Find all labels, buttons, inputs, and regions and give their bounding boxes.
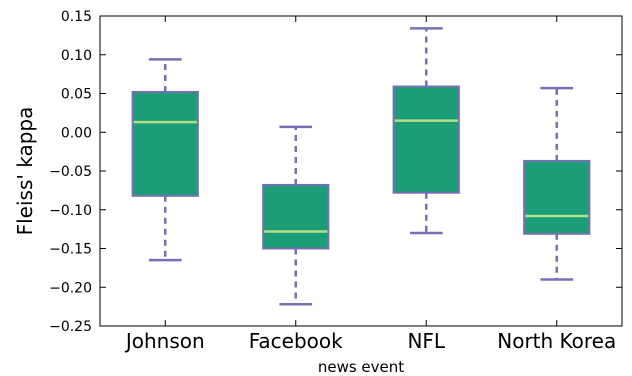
y-tick-label: −0.05 xyxy=(49,164,92,180)
y-tick-label: −0.25 xyxy=(49,319,92,335)
x-tick-label: North Korea xyxy=(497,329,616,353)
box-iqr xyxy=(523,159,591,235)
box-johnson xyxy=(131,58,199,262)
y-tick-label: −0.10 xyxy=(49,203,92,219)
y-tick-label: 0.15 xyxy=(61,9,92,25)
boxes-layer xyxy=(131,27,591,306)
y-axis-title: Fleiss' kappa xyxy=(13,107,37,236)
y-tick-label: 0.05 xyxy=(61,87,92,103)
box-iqr xyxy=(392,85,460,194)
box-north-korea xyxy=(523,86,591,281)
y-tick-label: −0.15 xyxy=(49,242,92,258)
box-iqr xyxy=(131,90,199,197)
x-tick-label: Johnson xyxy=(124,329,205,353)
box-facebook xyxy=(262,125,330,306)
box-iqr xyxy=(262,183,330,250)
x-axis: Johnson Facebook NFL North Korea xyxy=(124,16,616,353)
y-tick-label: 0.00 xyxy=(61,125,92,141)
x-axis-title: news event xyxy=(318,358,404,376)
y-axis: 0.15 0.10 0.05 0.00 −0.05 −0.10 −0.15 −0.20 −0.2… xyxy=(49,9,622,335)
x-tick-label: NFL xyxy=(407,329,445,353)
y-tick-label: −0.20 xyxy=(49,280,92,296)
y-tick-label: 0.10 xyxy=(61,48,92,64)
x-tick-label: Facebook xyxy=(249,329,343,353)
box-nfl xyxy=(392,27,460,235)
